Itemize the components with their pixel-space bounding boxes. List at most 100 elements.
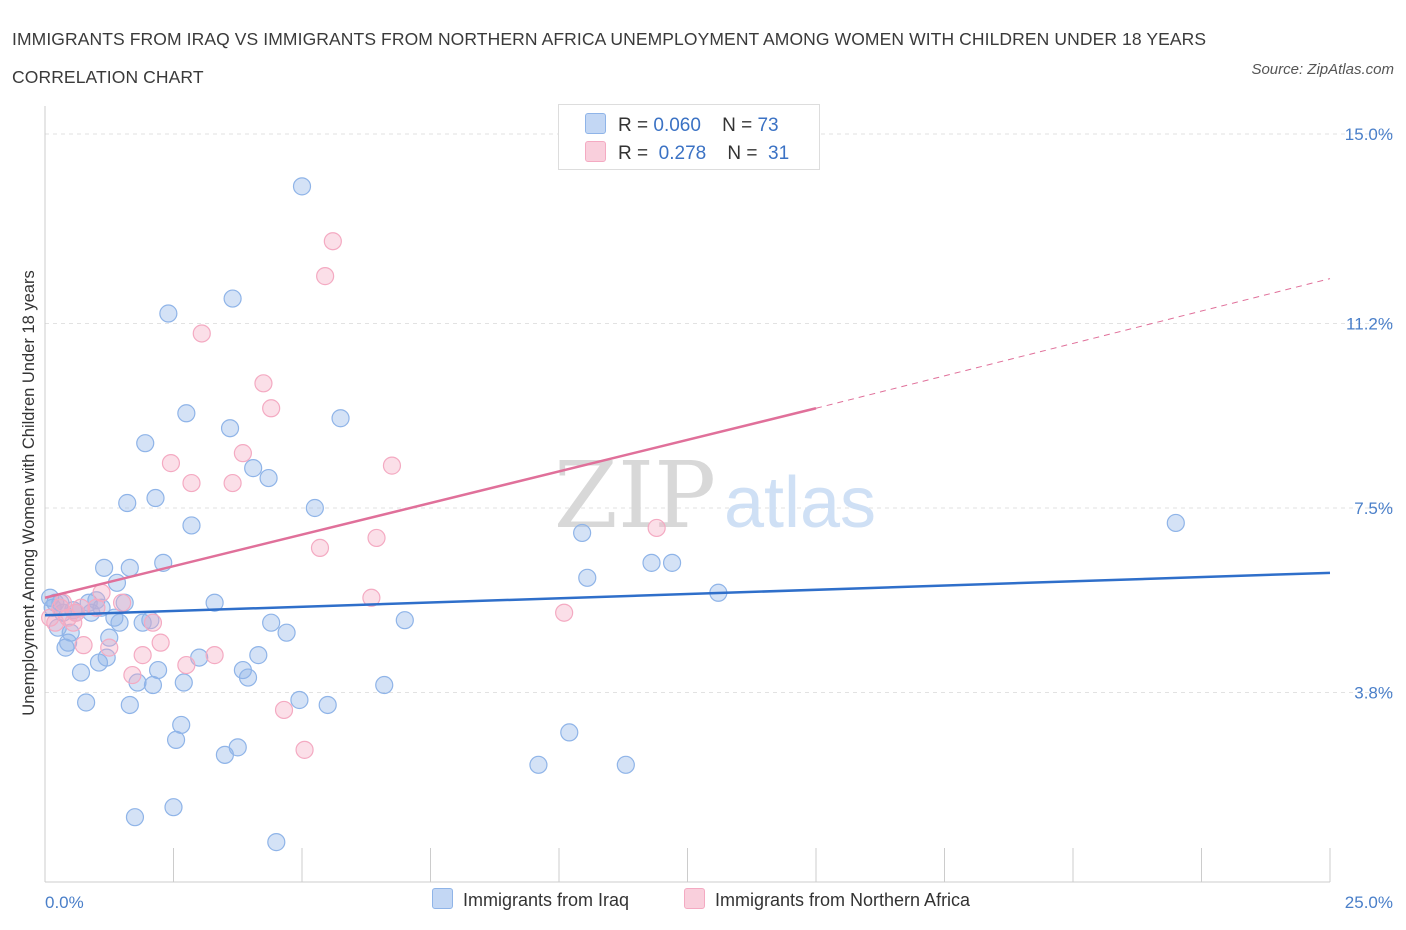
point-0-70: [642, 553, 661, 572]
point-0-23: [110, 613, 129, 632]
point-0-28: [125, 808, 145, 827]
point-0-71: [662, 553, 682, 572]
point-0-25: [118, 493, 137, 513]
trend-line-northern-africa: [44, 407, 817, 599]
point-0-56: [267, 833, 286, 852]
watermark-zip: ZIP: [554, 442, 716, 549]
point-1-33: [382, 456, 402, 475]
y-tick-label-2: 11.2%: [1346, 314, 1393, 333]
point-0-61: [318, 695, 337, 715]
series-northern-africa-points: [41, 232, 666, 759]
legend-swatch-iraq: [585, 113, 606, 134]
bottom-legend-swatch-iraq: [432, 888, 453, 909]
point-0-64: [395, 611, 414, 630]
point-1-20: [192, 324, 211, 343]
legend-row-iraq: R = 0.060 N = 73: [585, 113, 779, 137]
watermark-atlas: atlas: [724, 463, 876, 543]
y-tick-label-0: 3.8%: [1354, 684, 1393, 703]
axes: [44, 106, 1331, 883]
point-0-26: [120, 558, 139, 577]
chart-source: Source: ZipAtlas.com: [1251, 61, 1394, 78]
bottom-legend-northern-africa: Immigrants from Northern Africa: [684, 888, 970, 911]
point-1-34: [555, 603, 574, 622]
point-0-31: [136, 434, 155, 453]
point-0-65: [529, 755, 548, 774]
point-0-58: [290, 690, 309, 710]
point-1-27: [295, 740, 314, 759]
point-0-20: [100, 628, 119, 647]
y-tick-label-3: 15.0%: [1345, 125, 1393, 144]
point-0-11: [71, 663, 91, 682]
legend-n-value-northern-africa: 31: [768, 143, 790, 164]
correlation-legend: R = 0.060 N = 73 R = 0.278 N = 31: [558, 104, 820, 170]
point-1-22: [223, 473, 242, 493]
point-0-47: [220, 419, 240, 438]
legend-n-value-iraq: 73: [757, 115, 779, 136]
point-0-38: [164, 798, 183, 817]
point-0-63: [375, 675, 394, 695]
x-tick-label-min: 0.0%: [45, 893, 84, 912]
legend-swatch-northern-africa: [585, 141, 606, 162]
point-0-73: [1166, 513, 1185, 533]
point-1-10: [92, 583, 111, 602]
point-0-41: [174, 673, 193, 692]
point-0-60: [305, 498, 324, 518]
point-0-55: [262, 613, 281, 632]
point-1-12: [112, 593, 132, 612]
point-1-32: [367, 528, 386, 548]
bottom-legend-iraq: Immigrants from Iraq: [432, 888, 629, 911]
point-1-14: [133, 646, 152, 665]
trend-line-iraq: [44, 571, 1331, 617]
point-0-52: [244, 459, 263, 478]
chart-title: IMMIGRANTS FROM IRAQ VS IMMIGRANTS FROM …: [12, 29, 1207, 87]
x-tick-label-max: 25.0%: [1345, 893, 1393, 912]
bottom-legend-swatch-northern-africa: [684, 888, 705, 909]
point-0-35: [148, 660, 168, 680]
point-0-18: [95, 558, 114, 577]
legend-n-label: N =: [722, 115, 753, 136]
trend-line-northern-africa-extension: [815, 278, 1331, 409]
y-axis-label: Unemployment Among Women with Children U…: [20, 270, 38, 715]
point-1-8: [74, 636, 93, 655]
legend-r-label: R =: [618, 143, 649, 164]
point-1-31: [362, 588, 381, 607]
legend-row-northern-africa: R = 0.278 N = 31: [585, 141, 789, 165]
legend-r-label: R =: [618, 115, 649, 136]
point-0-43: [182, 516, 201, 535]
point-1-7: [71, 598, 91, 617]
point-0-67: [573, 523, 592, 543]
point-1-17: [161, 454, 181, 473]
point-0-62: [331, 409, 350, 428]
point-1-11: [100, 638, 119, 657]
bottom-legend-label-iraq: Immigrants from Iraq: [463, 890, 630, 910]
point-0-49: [228, 738, 247, 757]
point-0-68: [578, 568, 597, 587]
point-0-53: [249, 646, 268, 665]
point-0-45: [205, 593, 224, 612]
point-0-59: [292, 177, 312, 196]
point-1-21: [205, 646, 224, 665]
legend-n-label: N =: [727, 143, 758, 164]
point-0-42: [177, 404, 196, 423]
legend-r-value-northern-africa: 0.278: [658, 143, 707, 164]
point-0-48: [223, 289, 242, 308]
point-0-40: [172, 715, 191, 735]
point-1-19: [182, 473, 201, 493]
point-0-12: [77, 693, 96, 712]
point-0-27: [120, 695, 139, 715]
point-1-15: [143, 613, 163, 632]
point-1-35: [647, 518, 666, 538]
point-1-16: [151, 633, 170, 652]
y-tick-labels: 3.8% 7.5% 11.2% 15.0%: [1345, 125, 1393, 703]
y-tick-label-1: 7.5%: [1354, 499, 1393, 518]
legend-r-value-iraq: 0.060: [653, 115, 701, 136]
point-1-29: [316, 267, 335, 286]
point-1-30: [323, 232, 342, 251]
point-0-69: [616, 755, 635, 774]
point-1-23: [233, 444, 252, 463]
point-1-18: [177, 655, 196, 675]
watermark: ZIP atlas: [554, 442, 876, 549]
point-0-54: [259, 468, 278, 488]
point-1-26: [274, 700, 294, 720]
